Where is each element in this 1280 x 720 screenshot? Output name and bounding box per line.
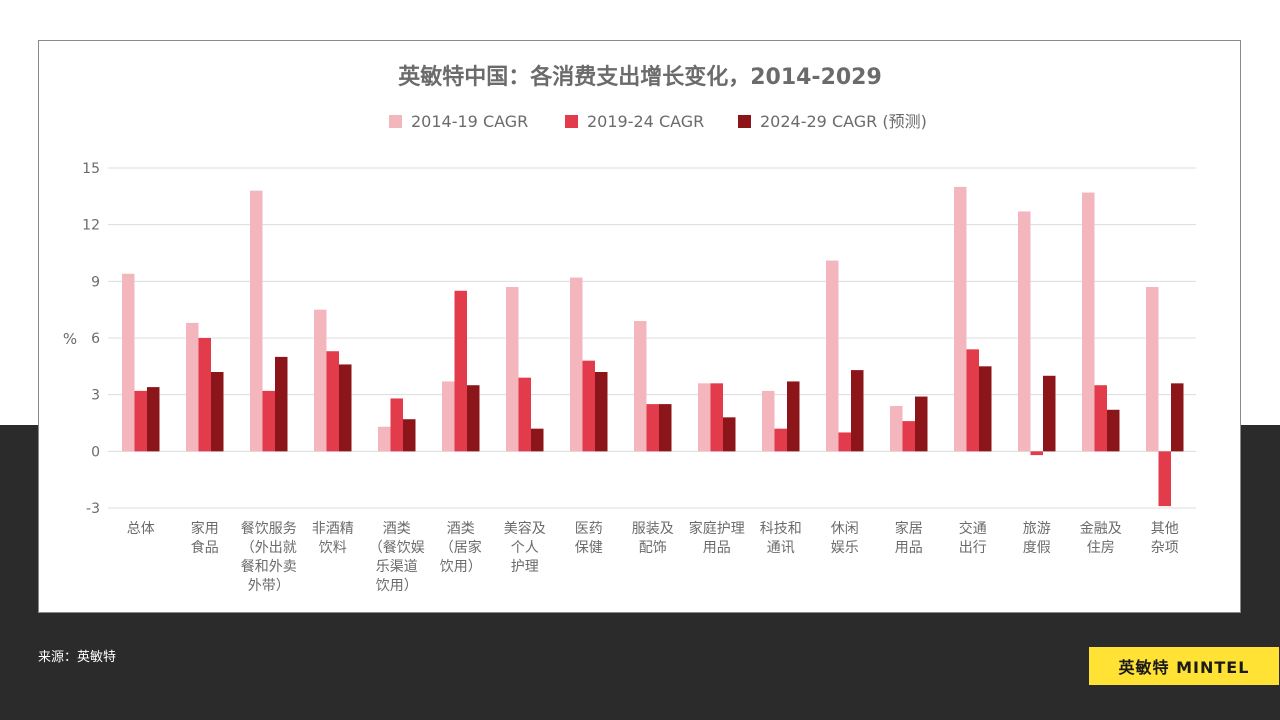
bar (634, 321, 647, 452)
legend-swatch-1 (389, 115, 402, 128)
bar (774, 428, 787, 452)
x-tick-label: 酒类（居家饮用） (440, 521, 482, 575)
legend-swatch-2 (565, 115, 578, 128)
bar (262, 390, 275, 452)
mintel-logo: 英敏特 MINTEL (1089, 647, 1279, 685)
bar (710, 383, 723, 452)
bar (518, 377, 531, 452)
bar (762, 390, 775, 452)
bar (275, 356, 288, 452)
bar (1107, 409, 1120, 452)
bar (1171, 383, 1184, 452)
bar (339, 364, 352, 452)
y-tick-label: 9 (91, 274, 100, 290)
bar (1082, 192, 1095, 452)
bar (122, 273, 135, 452)
x-tick-label: 服装及配饰 (632, 521, 674, 556)
bar (506, 287, 519, 452)
bar (454, 290, 467, 452)
bar (646, 404, 659, 452)
bar (326, 351, 339, 452)
legend-label-2: 2019-24 CAGR (587, 112, 704, 131)
bar (954, 186, 967, 452)
bar (915, 396, 928, 452)
x-tick-label: 休闲娱乐 (831, 521, 859, 556)
bar (979, 366, 992, 452)
bar (595, 372, 608, 452)
x-tick-label: 其他杂项 (1151, 521, 1179, 556)
bar (851, 370, 864, 452)
bar (966, 349, 979, 452)
bar (902, 421, 915, 452)
bar (442, 381, 455, 452)
bar (1094, 385, 1107, 452)
source-note: 来源：英敏特 (38, 650, 117, 665)
bar (1018, 211, 1031, 452)
bar (250, 190, 263, 452)
x-tick-label: 酒类（餐饮娱乐渠道饮用） (369, 521, 425, 594)
bar (787, 381, 800, 452)
bar (390, 398, 403, 452)
x-tick-label: 家庭护理用品 (689, 520, 745, 556)
bar (1030, 451, 1043, 456)
y-tick-label: -3 (86, 501, 100, 517)
x-tick-label: 科技和通讯 (760, 521, 802, 556)
bar (186, 322, 199, 452)
x-tick-label: 医药保健 (575, 521, 603, 556)
y-axis-label: % (63, 330, 77, 348)
legend-swatch-3 (738, 115, 751, 128)
bar (582, 360, 595, 452)
x-tick-label: 旅游度假 (1023, 521, 1051, 556)
bar (659, 404, 672, 452)
bar (378, 426, 391, 452)
bar (570, 277, 583, 452)
y-tick-label: 6 (91, 331, 100, 347)
bar (1043, 375, 1056, 452)
bar (890, 406, 903, 452)
y-tick-label: 0 (91, 444, 100, 460)
y-tick-label: 12 (82, 218, 100, 234)
x-tick-label: 金融及住房 (1080, 521, 1122, 556)
x-tick-label: 总体 (127, 521, 155, 537)
legend-label-3: 2024-29 CAGR (预测) (760, 112, 927, 131)
x-tick-label: 美容及个人护理 (504, 520, 546, 575)
bar (147, 387, 160, 452)
bar (211, 372, 224, 452)
chart-title: 英敏特中国：各消费支出增长变化，2014-2029 (398, 64, 882, 90)
bar (1158, 451, 1171, 507)
bar (723, 417, 736, 452)
x-tick-label: 餐饮服务（外出就餐和外卖外带） (241, 521, 297, 594)
x-tick-label: 非酒精饮料 (312, 521, 354, 556)
x-tick-label: 家居用品 (895, 520, 923, 556)
bar (838, 432, 851, 452)
bar (826, 260, 839, 452)
bar (467, 385, 480, 452)
bar (1146, 287, 1159, 452)
bar (134, 390, 147, 452)
y-tick-label: 3 (91, 388, 100, 404)
bar (314, 309, 327, 452)
x-tick-label: 家用食品 (191, 520, 219, 556)
bar (198, 338, 211, 452)
y-tick-label: 15 (82, 161, 100, 177)
x-tick-label: 交通出行 (959, 520, 987, 556)
bar (403, 419, 416, 452)
legend-label-1: 2014-19 CAGR (411, 112, 528, 131)
bar (698, 383, 711, 452)
bar (531, 428, 544, 452)
